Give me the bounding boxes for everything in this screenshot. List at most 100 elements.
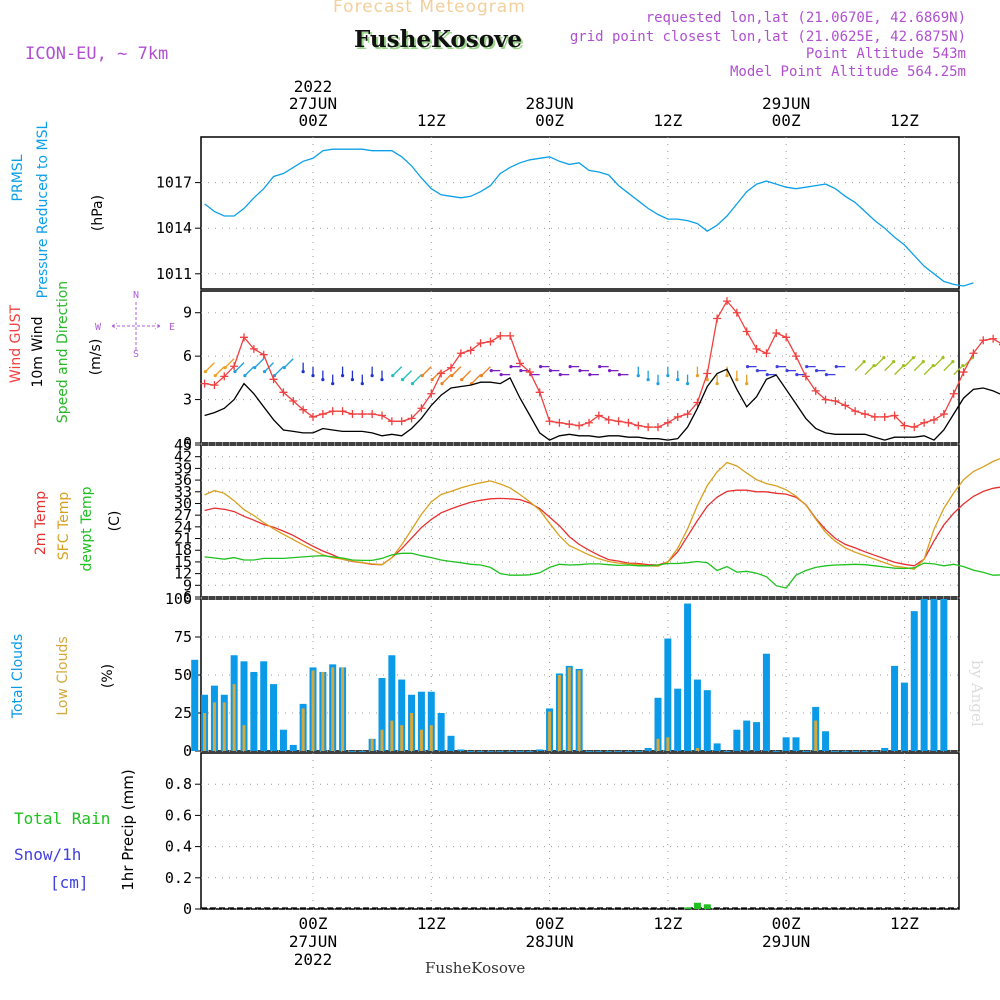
pressure-ylabel: Pressure Reduced to MSL (35, 121, 51, 298)
low-cloud-bar (656, 738, 660, 751)
bottom-time-label: 2022 (294, 950, 333, 969)
wind-direction-arrowhead (311, 374, 315, 378)
temperature-ytick-label: 33 (174, 483, 192, 501)
temp-ylabel: 2m Temp (33, 491, 49, 555)
gust-line-marker (663, 418, 672, 427)
total-cloud-bar (693, 679, 701, 751)
gust-line-marker (900, 421, 909, 430)
product-title: Forecast Meteogram (333, 0, 526, 17)
wind-direction-arrow (283, 358, 294, 369)
bottom-time-label: 29JUN (762, 932, 810, 951)
wind-direction-arrowhead (233, 370, 237, 374)
clouds-ylabel: Total Clouds (10, 634, 26, 719)
precip-ytick-label: 0.8 (165, 775, 192, 793)
wind-direction-arrow (451, 366, 462, 377)
gust-line-marker (476, 339, 485, 348)
total-cloud-bar (792, 737, 800, 751)
wind-direction-arrowhead (598, 365, 602, 369)
bottom-time-label: 00Z (299, 914, 328, 933)
total-cloud-bar (881, 747, 889, 751)
low-cloud-bar (380, 729, 384, 751)
clouds-ytick-label: 0 (183, 742, 192, 760)
total-cloud-bar (477, 751, 485, 752)
gust-line-marker (732, 308, 741, 317)
wind-direction-arrowhead (862, 360, 866, 364)
pressure-ylabel: PRMSL (10, 154, 26, 201)
low-cloud-bar (232, 684, 236, 751)
compass-e: E (169, 322, 175, 333)
gust-line-marker (851, 407, 860, 416)
gust-line-marker (594, 411, 603, 420)
wind-direction-arrowhead (775, 365, 779, 369)
wind-ylabel: Speed and Direction (55, 281, 71, 423)
gust-line-marker (348, 410, 357, 419)
total-cloud-bar (674, 688, 682, 751)
gust-line-marker (910, 423, 919, 432)
model-altitude: Model Point Altitude 564.25m (729, 64, 966, 80)
wind-direction-arrow (402, 370, 413, 381)
total-cloud-bar (831, 751, 839, 752)
temperature-frame (200, 444, 960, 598)
gust-line-marker (230, 362, 239, 371)
requested-coords: requested lon,lat (21.0670E, 42.6869N) (645, 10, 966, 26)
gust-line-marker (535, 388, 544, 397)
gust-line-marker (269, 375, 278, 384)
top-time-label: 12Z (890, 111, 919, 130)
temperature-ytick-label: 24 (174, 518, 192, 536)
wind-direction-arrow (913, 361, 924, 372)
temperature-ytick-label: 12 (174, 565, 192, 583)
wind-ytick-label: 9 (183, 304, 192, 322)
gust-line (204, 299, 1000, 428)
gust-line-marker (742, 327, 751, 336)
wind-ytick-label: 3 (183, 391, 192, 409)
total-cloud-bar (486, 751, 494, 752)
gust-line-marker (397, 417, 406, 426)
temperature-ytick-label: 42 (174, 448, 192, 466)
wind-direction-arrow (441, 374, 452, 385)
wind-direction-arrowhead (558, 373, 562, 377)
temperature-ytick-label: 27 (174, 506, 192, 524)
sfc-temp-line (204, 457, 1000, 571)
gust-line-marker (565, 420, 574, 429)
wind-direction-arrowhead (321, 378, 325, 382)
gust-line-marker (259, 350, 268, 359)
low-cloud-bar (341, 667, 345, 751)
wind-direction-arrowhead (213, 374, 217, 378)
wind-ytick-label: 6 (183, 347, 192, 365)
wind-direction-arrowhead (646, 378, 650, 382)
snow-label: Snow/1h (14, 845, 81, 864)
wind-ylabel: Wind GUST (8, 304, 24, 383)
bottom-time-label: 00Z (772, 914, 801, 933)
wind-direction-arrow (854, 361, 865, 372)
total-cloud-bar (891, 665, 899, 751)
watermark: by Angel (968, 660, 986, 727)
total-cloud-bar (496, 751, 504, 752)
wind-direction-arrowhead (882, 356, 886, 360)
bottom-time-label: 28JUN (525, 932, 573, 951)
closest-coords: grid point closest lon,lat (21.0625E, 42… (569, 29, 966, 45)
gust-line-marker (644, 423, 653, 432)
low-cloud-bar (814, 720, 818, 751)
total-cloud-bar (457, 749, 465, 751)
gust-line-marker (801, 372, 810, 381)
gust-line-marker (220, 372, 229, 381)
total-cloud-bar (447, 735, 455, 751)
wind-direction-arrowhead (921, 360, 925, 364)
low-cloud-bar (390, 720, 394, 751)
gust-line-marker (782, 333, 791, 342)
clouds-ytick-label: 50 (174, 666, 192, 684)
low-cloud-bar (548, 711, 552, 751)
gust-line-marker (289, 397, 298, 406)
compass-s: S (133, 349, 139, 360)
gust-line-marker (762, 349, 771, 358)
precip-ytick-label: 0.2 (165, 869, 192, 887)
wind-direction-arrowhead (745, 365, 750, 369)
total-cloud-bar (240, 661, 248, 751)
compass-w: W (95, 322, 102, 333)
precip-bar (693, 902, 701, 909)
low-cloud-bar (242, 725, 246, 751)
low-cloud-bar (370, 738, 374, 751)
gust-line-marker (555, 418, 564, 427)
precip-bar (684, 907, 692, 909)
gust-line-marker (515, 359, 524, 368)
